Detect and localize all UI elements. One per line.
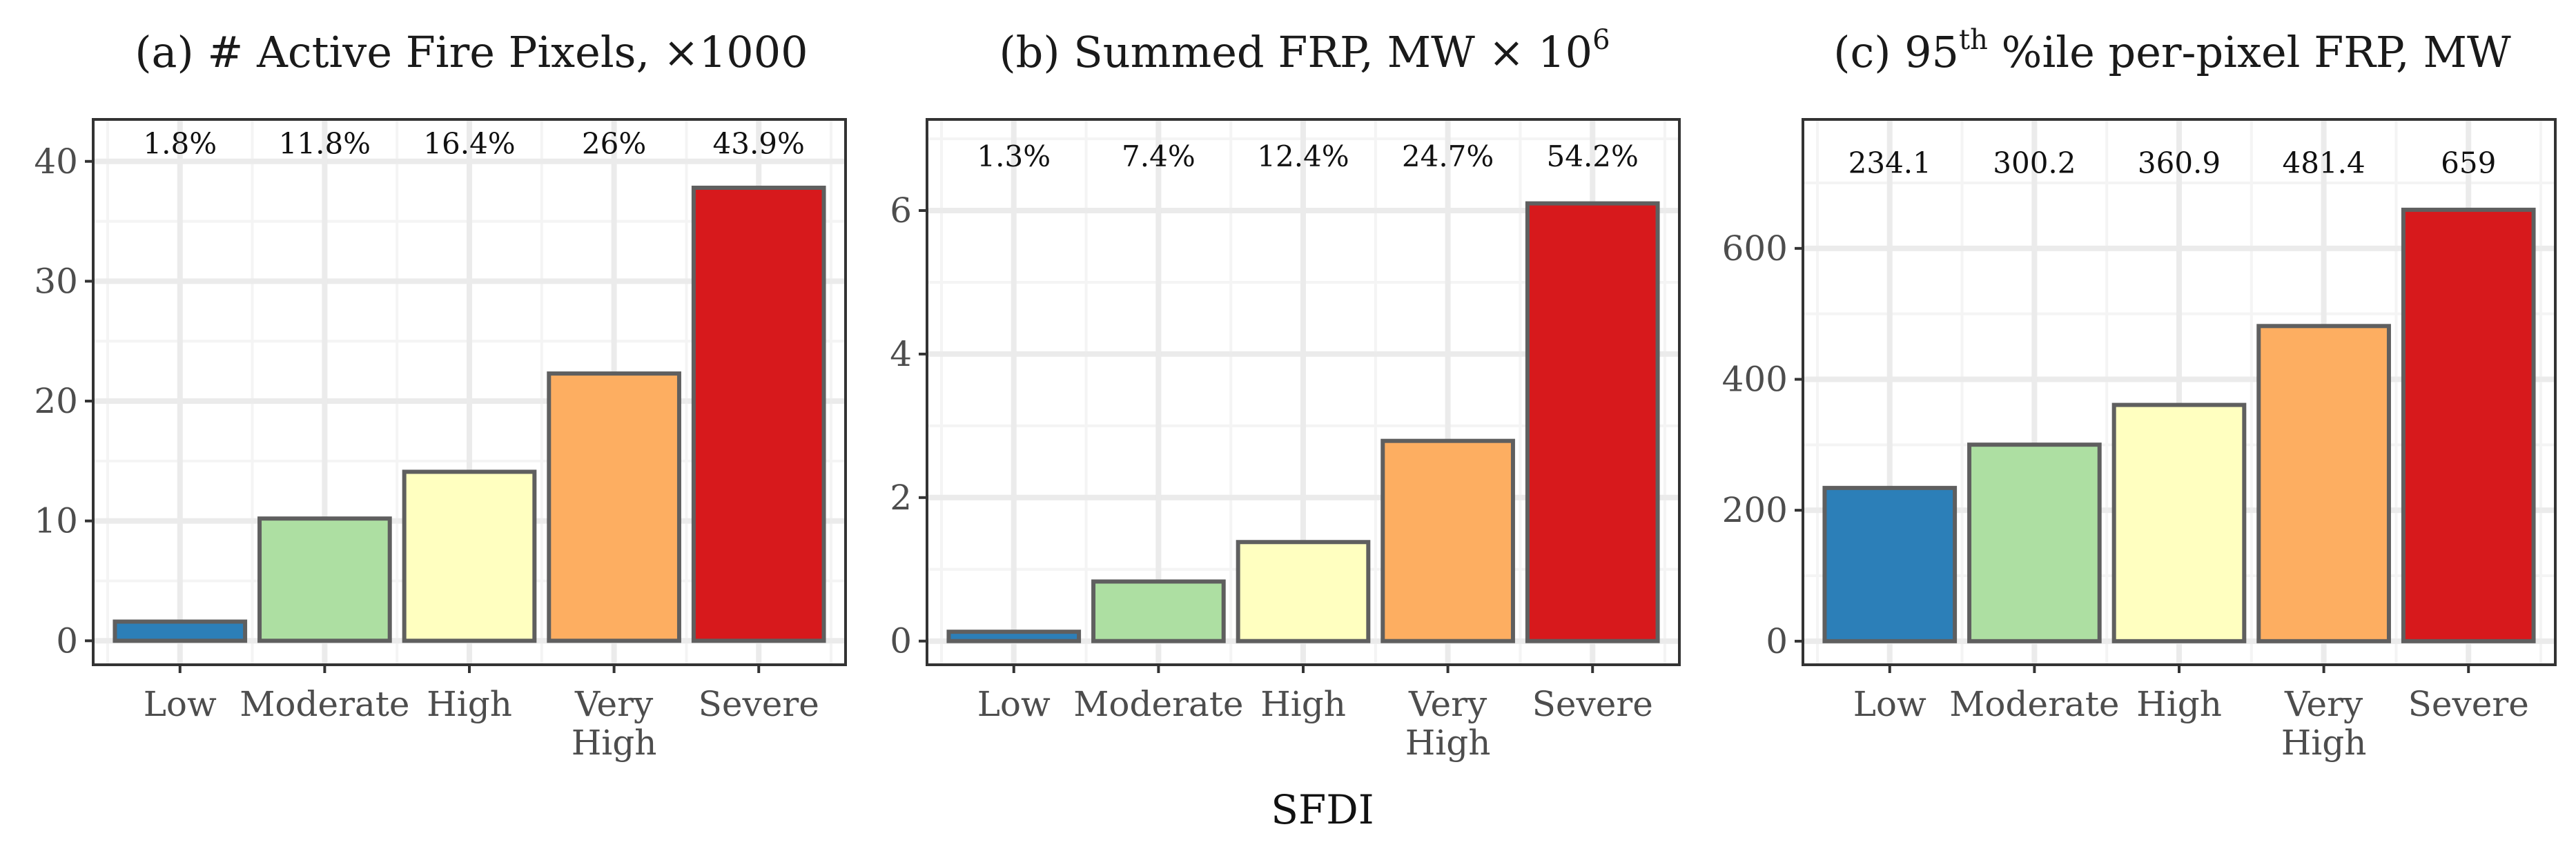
panel-a-bar-severe (691, 185, 826, 643)
panel-a-x-tick-label-line: Severe (699, 684, 819, 724)
panel-c-x-tick-label-line: Moderate (1949, 684, 2119, 724)
panel-b-bar-label: 54.2% (1547, 139, 1639, 173)
panel-a-y-tick-label: 0 (56, 621, 78, 661)
panel-a-bar-high (402, 469, 537, 643)
panel-b-bar-label: 7.4% (1122, 139, 1196, 173)
panel-b-y-tick-label: 4 (890, 334, 912, 374)
panel-a-bar-label: 1.8% (143, 127, 217, 161)
panel-b-x-tick-label: Moderate (1073, 684, 1243, 724)
panel-b-x-tick-label: Severe (1532, 684, 1653, 724)
panel-c-x-tick-label-line: Very (2284, 684, 2363, 724)
panel-a-title: (a) # Active Fire Pixels, ×1000 (135, 27, 808, 77)
panel-a-x-tick-label-line: High (427, 684, 512, 724)
panel-b-x-tick-label-line: Very (1408, 684, 1487, 724)
panel-c-y-tick-label: 0 (1766, 621, 1788, 661)
panel-b-bar-label: 1.3% (977, 139, 1051, 173)
panel-b-x-tick-label: High (1260, 684, 1346, 724)
panel-b-title-exponent: 6 (1592, 24, 1610, 56)
panel-a-bar-label: 43.9% (713, 127, 805, 161)
panel-b-y-tick-label: 0 (890, 621, 912, 661)
panel-b-x-tick-label-line: Moderate (1073, 684, 1243, 724)
panel-a-y-tick-label: 10 (34, 501, 78, 541)
panel-c-x-tick-label: Severe (2408, 684, 2529, 724)
panel-c-bar-label: 481.4 (2282, 146, 2365, 180)
panel-b-bar-label: 24.7% (1402, 139, 1494, 173)
panel-c-title-prefix: (c) 95 (1833, 27, 1959, 77)
panel-b-bar-moderate (1091, 579, 1226, 643)
panel-c-bar-moderate (1967, 442, 2102, 643)
panel-a-bar-label: 16.4% (423, 127, 515, 161)
panel-b-bar-very-high (1380, 438, 1515, 643)
panel-c-95th-percentile-frp: 234.1 300.2 360.9 481.4 659 0 200 400 600 Low Mode… (1722, 118, 2557, 763)
panel-c-title-superscript: th (1959, 24, 1988, 56)
panel-c-bar-label: 234.1 (1848, 146, 1931, 180)
panel-a-x-tick-label-line: High (572, 723, 657, 763)
panel-a-x-tick-label: Severe (699, 684, 819, 724)
panel-b-title-main: (b) Summed FRP, MW × 10 (999, 27, 1592, 77)
panel-c-y-tick-label: 600 (1722, 228, 1788, 269)
panel-a-bar-low (113, 619, 248, 643)
panel-a-x-tick-label: Very High (572, 684, 657, 763)
panel-a-x-tick-label: High (427, 684, 512, 724)
panel-b-bar-high (1236, 540, 1371, 643)
panel-c-x-tick-label-line: High (2281, 723, 2367, 763)
panel-c-y-tick-label: 200 (1722, 490, 1788, 530)
panel-b-bar-severe (1525, 201, 1660, 643)
panel-a-x-tick-label: Low (144, 684, 217, 724)
panel-b-bar-low (946, 630, 1082, 643)
panel-a-x-tick-label: Moderate (240, 684, 409, 724)
panel-b-y-tick-label: 2 (890, 478, 912, 518)
panel-a-bar-moderate (257, 516, 392, 643)
panel-c-bar-low (1822, 485, 1958, 643)
panel-c-x-tick-label: Moderate (1949, 684, 2119, 724)
x-axis-title: SFDI (1271, 786, 1374, 833)
panel-b-x-tick-label-line: Severe (1532, 684, 1653, 724)
panel-c-bar-label: 360.9 (2138, 146, 2221, 180)
panel-a-y-tick-label: 40 (34, 142, 78, 182)
panel-a-fire-pixels: 1.8% 11.8% 16.4% 26% 43.9% 0 10 20 30 40 Low Modera… (34, 118, 847, 763)
panel-b-y-tick-label: 6 (890, 191, 912, 231)
panel-c-x-tick-label: Low (1853, 684, 1926, 724)
panel-b-summed-frp: 1.3% 7.4% 12.4% 24.7% 54.2% 0 2 4 6 Low Moderate Hi… (890, 118, 1681, 763)
panel-b-x-tick-label: Very High (1405, 684, 1491, 763)
panel-b-title: (b) Summed FRP, MW × 106 (999, 24, 1610, 77)
panel-a-y-tick-label: 30 (34, 261, 78, 301)
panel-a-y-tick-label: 20 (34, 381, 78, 421)
panel-c-x-tick-label: High (2136, 684, 2222, 724)
panel-a-x-tick-label-line: Low (144, 684, 217, 724)
panel-a-bar-very-high (547, 371, 681, 643)
panel-c-y-tick-label: 400 (1722, 360, 1788, 400)
panel-c-bar-label: 659 (2441, 146, 2496, 180)
panel-c-bar-severe (2401, 207, 2536, 643)
panel-a-x-tick-label-line: Moderate (240, 684, 409, 724)
panel-a-bar-label: 11.8% (279, 127, 371, 161)
panel-b-x-tick-label-line: High (1405, 723, 1491, 763)
panel-c-bar-very-high (2256, 324, 2391, 643)
panel-c-title-suffix: %ile per-pixel FRP, MW (1988, 27, 2511, 77)
panel-b-x-tick-label-line: High (1260, 684, 1346, 724)
panel-c-x-tick-label-line: Low (1853, 684, 1926, 724)
panel-b-x-tick-label-line: Low (977, 684, 1051, 724)
panel-b-x-tick-label: Low (977, 684, 1051, 724)
panel-c-x-tick-label: Very High (2281, 684, 2367, 763)
panel-c-x-tick-label-line: High (2136, 684, 2222, 724)
panel-c-title: (c) 95th %ile per-pixel FRP, MW (1833, 24, 2511, 77)
panel-a-bar-label: 26% (582, 127, 646, 161)
panel-c-bar-high (2111, 402, 2247, 643)
panel-b-bar-label: 12.4% (1257, 139, 1349, 173)
panel-c-bar-label: 300.2 (1993, 146, 2076, 180)
panel-a-x-tick-label-line: Very (574, 684, 654, 724)
panel-c-x-tick-label-line: Severe (2408, 684, 2529, 724)
